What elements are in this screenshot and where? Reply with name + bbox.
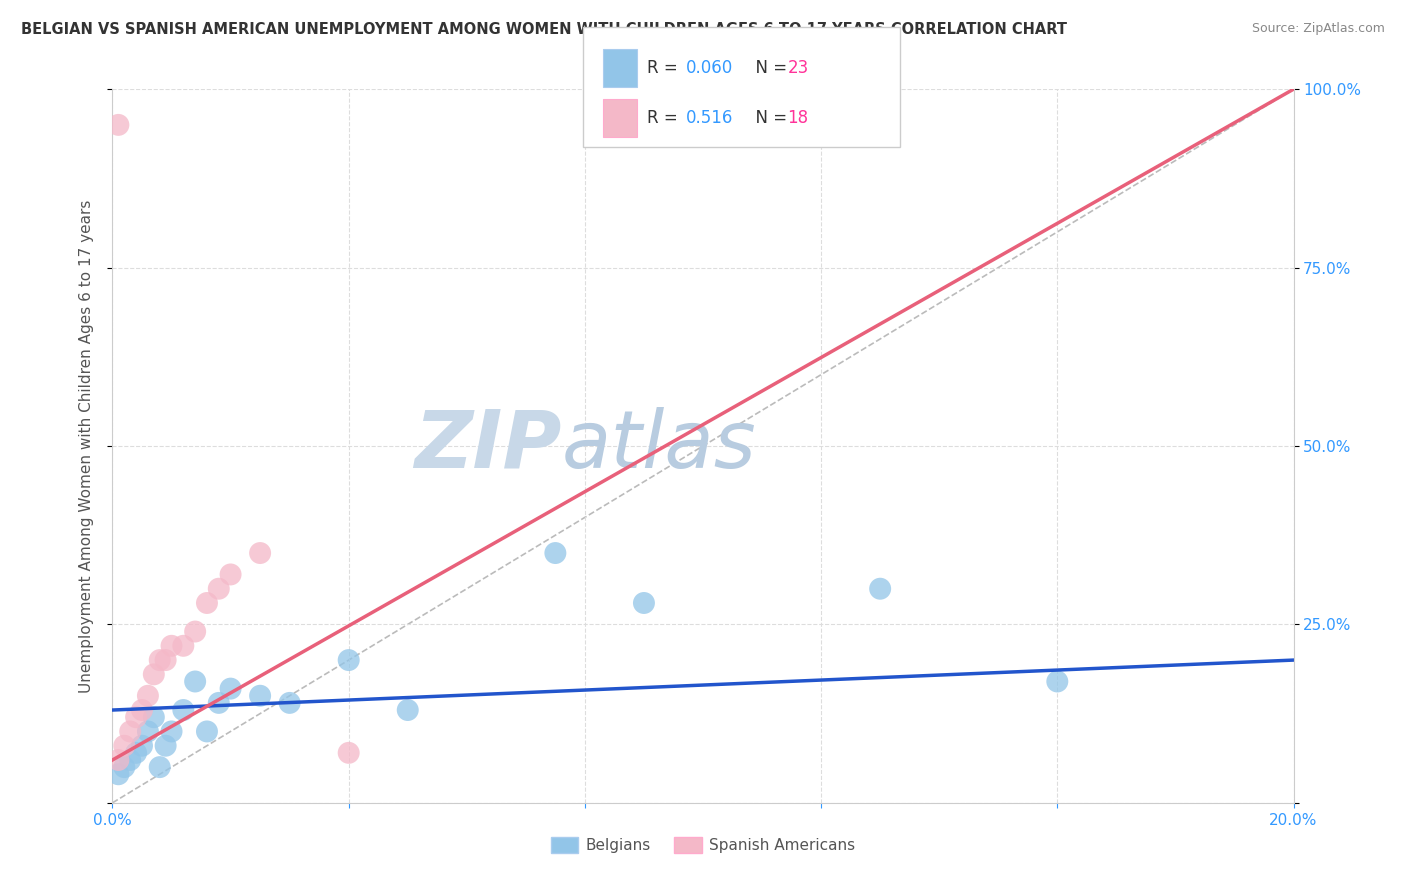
- Text: 23: 23: [787, 59, 808, 77]
- Point: [149, 653, 172, 667]
- Text: N =: N =: [745, 59, 793, 77]
- Point: [208, 582, 231, 596]
- Point: [149, 760, 172, 774]
- Point: [195, 724, 218, 739]
- Point: [219, 681, 242, 696]
- Point: [184, 674, 207, 689]
- Point: [160, 724, 183, 739]
- Point: [142, 710, 165, 724]
- Point: [136, 724, 159, 739]
- Point: [278, 696, 301, 710]
- Point: [107, 118, 129, 132]
- Y-axis label: Unemployment Among Women with Children Ages 6 to 17 years: Unemployment Among Women with Children A…: [79, 199, 94, 693]
- Text: atlas: atlas: [561, 407, 756, 485]
- Point: [112, 739, 135, 753]
- Point: [184, 624, 207, 639]
- Point: [869, 582, 891, 596]
- Point: [120, 724, 142, 739]
- Point: [125, 746, 148, 760]
- Legend: Belgians, Spanish Americans: Belgians, Spanish Americans: [544, 831, 862, 859]
- Point: [107, 753, 129, 767]
- Point: [195, 596, 218, 610]
- Point: [125, 710, 148, 724]
- Text: 0.516: 0.516: [686, 109, 734, 128]
- Point: [396, 703, 419, 717]
- Point: [337, 746, 360, 760]
- Text: ZIP: ZIP: [413, 407, 561, 485]
- Point: [172, 639, 194, 653]
- Point: [337, 653, 360, 667]
- Point: [142, 667, 165, 681]
- Text: 0.060: 0.060: [686, 59, 734, 77]
- Text: 18: 18: [787, 109, 808, 128]
- Point: [172, 703, 194, 717]
- Point: [544, 546, 567, 560]
- Text: BELGIAN VS SPANISH AMERICAN UNEMPLOYMENT AMONG WOMEN WITH CHILDREN AGES 6 TO 17 : BELGIAN VS SPANISH AMERICAN UNEMPLOYMENT…: [21, 22, 1067, 37]
- Point: [219, 567, 242, 582]
- Point: [249, 689, 271, 703]
- Point: [249, 546, 271, 560]
- Point: [1046, 674, 1069, 689]
- Point: [155, 739, 177, 753]
- Point: [131, 703, 153, 717]
- Text: R =: R =: [647, 109, 683, 128]
- Text: R =: R =: [647, 59, 683, 77]
- Point: [633, 596, 655, 610]
- Point: [155, 653, 177, 667]
- Point: [112, 760, 135, 774]
- Text: N =: N =: [745, 109, 793, 128]
- Point: [160, 639, 183, 653]
- Point: [208, 696, 231, 710]
- Point: [131, 739, 153, 753]
- Point: [107, 767, 129, 781]
- Text: Source: ZipAtlas.com: Source: ZipAtlas.com: [1251, 22, 1385, 36]
- Point: [136, 689, 159, 703]
- Point: [120, 753, 142, 767]
